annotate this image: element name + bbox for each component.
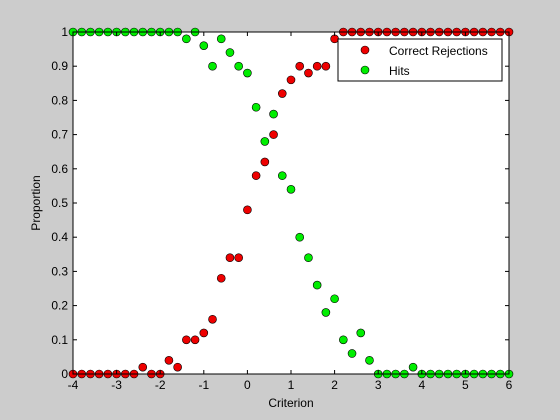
point-hits (295, 232, 305, 242)
point-hits (251, 102, 261, 112)
x-tick-label: -4 (68, 378, 79, 392)
y-tick-label: 1 (61, 25, 68, 39)
legend: Correct Rejections Hits (337, 38, 503, 82)
point-hits (365, 356, 374, 365)
point-correct-rejections (260, 157, 270, 167)
x-tick-label: -3 (111, 378, 122, 392)
point-correct-rejections (234, 253, 243, 263)
point-hits (347, 349, 357, 358)
point-hits (208, 61, 217, 71)
point-correct-rejections (199, 328, 209, 338)
y-tick-label: 0.5 (51, 196, 68, 210)
axis-ticks: -4 -3 -2 -1 0 1 2 3 4 5 6 0 0.1 0.2 0.3 0.4 0.5 0.6 0.7 0.8… (51, 25, 512, 392)
point-hits (356, 328, 366, 338)
point-hits (312, 280, 322, 290)
y-tick-label: 0.3 (51, 264, 68, 278)
point-hits (243, 68, 252, 78)
point-correct-rejections (190, 335, 200, 345)
point-hits (304, 253, 313, 263)
x-tick-label: 1 (288, 378, 295, 392)
point-hits (260, 137, 270, 146)
point-hits (330, 294, 339, 304)
point-correct-rejections (330, 34, 339, 44)
point-correct-rejections (243, 205, 252, 215)
point-hits (216, 34, 226, 44)
plot-area (73, 32, 509, 374)
x-tick-label: 3 (375, 378, 382, 392)
point-correct-rejections (182, 335, 191, 345)
point-correct-rejections (208, 314, 217, 324)
point-hits (277, 171, 287, 180)
y-tick-label: 0 (61, 367, 68, 381)
y-tick-label: 0.8 (51, 93, 68, 107)
y-tick-label: 0.1 (51, 333, 68, 347)
x-tick-label: 0 (244, 378, 251, 392)
point-hits (182, 34, 191, 44)
point-correct-rejections (251, 171, 261, 180)
point-correct-rejections (138, 362, 148, 372)
point-correct-rejections (312, 61, 322, 71)
series-hits (68, 27, 514, 379)
y-axis-label: Proportion (29, 175, 43, 230)
legend-marker-hits (360, 65, 370, 75)
point-correct-rejections (269, 130, 278, 139)
x-tick-label: 4 (418, 378, 425, 392)
point-correct-rejections (173, 362, 182, 372)
x-tick-label: 2 (331, 378, 338, 392)
point-hits (321, 308, 331, 317)
point-correct-rejections (216, 273, 226, 283)
point-hits (225, 48, 235, 57)
x-axis-label: Criterion (268, 396, 313, 410)
x-tick-label: 5 (462, 378, 469, 392)
y-tick-label: 0.2 (51, 299, 68, 313)
x-tick-label: 6 (506, 378, 513, 392)
point-correct-rejections (304, 68, 313, 78)
point-correct-rejections (286, 75, 296, 85)
point-correct-rejections (277, 89, 287, 98)
y-tick-label: 0.9 (51, 59, 68, 73)
point-correct-rejections (321, 61, 331, 71)
point-correct-rejections (295, 61, 305, 71)
point-correct-rejections (225, 253, 235, 263)
legend-label-correct-rejections: Correct Rejections (389, 44, 488, 58)
legend-marker-correct-rejections (360, 45, 370, 55)
x-tick-label: -2 (155, 378, 166, 392)
y-tick-label: 0.7 (51, 128, 68, 142)
point-hits (199, 41, 209, 50)
y-tick-label: 0.6 (51, 162, 68, 176)
point-hits (234, 61, 243, 71)
legend-label-hits: Hits (389, 64, 410, 78)
y-tick-label: 0.4 (51, 230, 68, 244)
point-hits (408, 362, 418, 372)
x-tick-label: -1 (198, 378, 209, 392)
point-hits (339, 335, 348, 345)
point-hits (269, 109, 278, 119)
point-correct-rejections (164, 356, 174, 365)
point-hits (286, 185, 296, 194)
